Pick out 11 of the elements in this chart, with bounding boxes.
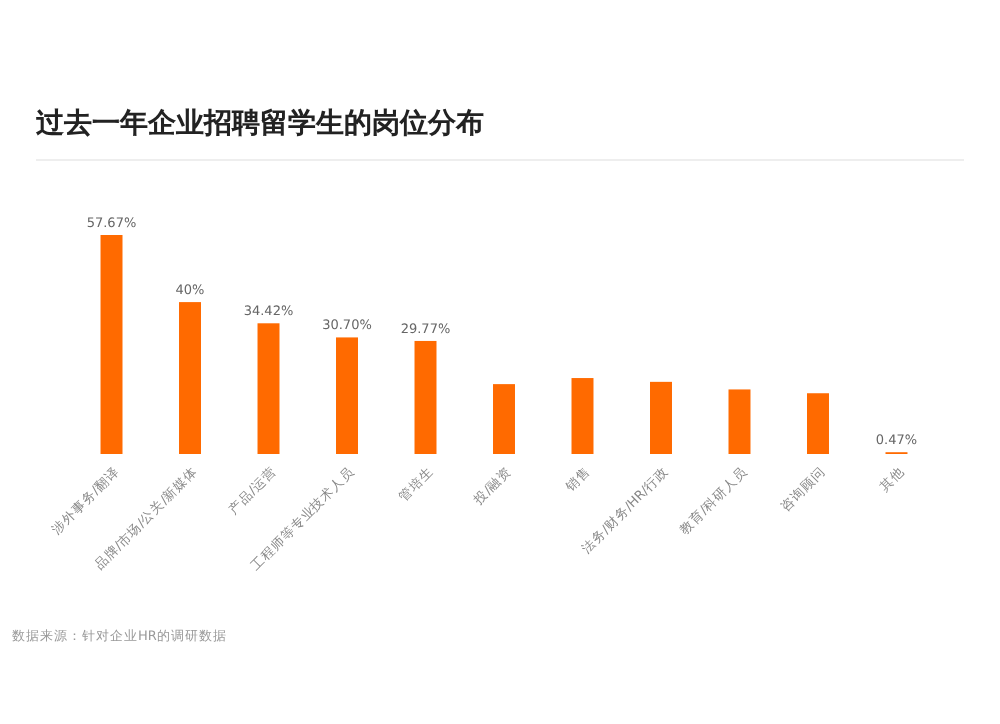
bar [336,337,358,454]
bar [728,389,751,454]
bar [807,393,829,454]
bar [179,302,201,454]
bar [414,340,437,454]
chart-title: 过去一年企业招聘留学生的岗位分布 [34,108,484,140]
bar [100,235,123,454]
bar [493,384,515,454]
bar [650,381,672,454]
bar [571,378,594,454]
bar [257,323,280,454]
